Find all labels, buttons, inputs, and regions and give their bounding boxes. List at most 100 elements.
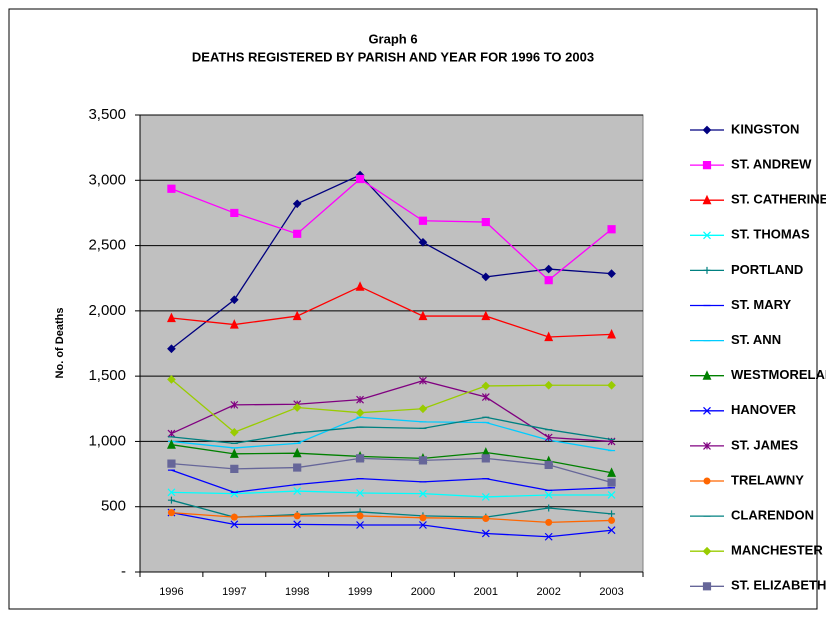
- y-tick-label: 1,500: [88, 367, 126, 384]
- legend-label: ST. ANDREW: [731, 157, 812, 172]
- legend-label: HANOVER: [731, 402, 797, 417]
- point: [544, 331, 554, 342]
- point: [607, 269, 616, 278]
- point: [481, 217, 490, 227]
- point: [292, 403, 302, 412]
- legend-label: KINGSTON: [731, 121, 799, 136]
- y-tick-label: 3,500: [88, 106, 126, 123]
- point: [229, 427, 239, 437]
- legend-label: PORTLAND: [731, 262, 803, 277]
- point: [355, 281, 365, 291]
- y-tick-label: 2,500: [88, 237, 126, 254]
- point: [229, 319, 239, 329]
- legend-marker: [702, 582, 712, 591]
- legend-label: ST. ANN: [731, 332, 781, 347]
- point: [167, 375, 176, 384]
- point: [293, 520, 302, 529]
- point: [481, 454, 490, 463]
- legend-marker: [703, 266, 711, 274]
- point: [545, 518, 553, 526]
- point: [167, 509, 175, 517]
- point: [607, 491, 616, 499]
- point: [544, 433, 553, 442]
- y-tick-label: 2,000: [88, 302, 126, 319]
- point: [419, 489, 427, 498]
- x-tick-label: 2003: [599, 586, 623, 598]
- point: [229, 295, 239, 305]
- series-line: [171, 511, 612, 524]
- x-tick-label: 1998: [285, 586, 309, 598]
- point: [418, 237, 428, 247]
- series-line: [171, 444, 612, 474]
- legend-marker: [702, 370, 712, 380]
- legend-label: ST. ELIZABETH: [731, 578, 826, 593]
- legend-marker: [703, 441, 711, 450]
- series-line: [171, 380, 612, 443]
- point: [419, 521, 427, 529]
- point: [545, 504, 553, 512]
- plot-area: [139, 114, 644, 573]
- chart-title: Graph 6: [368, 31, 417, 46]
- legend-label: MANCHESTER: [731, 543, 823, 558]
- y-tick-label: 3,000: [88, 171, 126, 188]
- point: [230, 520, 239, 529]
- point: [355, 174, 365, 184]
- point: [293, 463, 302, 472]
- point: [481, 492, 490, 501]
- legend-marker: [703, 477, 711, 485]
- point: [544, 460, 553, 470]
- point: [608, 516, 616, 524]
- point: [481, 272, 491, 282]
- point: [293, 487, 302, 495]
- x-tick-label: 2000: [411, 586, 435, 598]
- legend-marker: [702, 194, 712, 205]
- legend-label: CLARENDON: [731, 508, 814, 523]
- legend-marker: [702, 161, 712, 170]
- legend-marker: [703, 231, 711, 240]
- point: [482, 514, 490, 522]
- point: [355, 408, 365, 418]
- y-axis-label: No. of Deaths: [54, 308, 66, 379]
- point: [356, 395, 364, 404]
- point: [292, 447, 302, 458]
- point: [356, 512, 364, 520]
- series-line: [171, 469, 612, 494]
- series-line: [171, 285, 612, 338]
- legend-marker: [702, 125, 712, 135]
- y-tick-label: -: [121, 563, 126, 580]
- point: [607, 478, 616, 487]
- point: [230, 400, 239, 409]
- x-tick-label: 1997: [222, 586, 246, 598]
- series-line: [171, 416, 612, 452]
- series-line: [171, 178, 612, 282]
- series-line: [171, 378, 612, 434]
- series-line: [171, 511, 612, 538]
- point: [544, 264, 554, 274]
- legend-marker: [702, 546, 712, 556]
- point: [418, 404, 428, 414]
- point: [230, 513, 238, 521]
- point: [356, 521, 364, 529]
- series-line: [171, 490, 612, 498]
- legend-label: ST. THOMAS: [731, 227, 810, 242]
- point: [607, 467, 617, 477]
- legend-marker: [703, 406, 711, 415]
- point: [167, 459, 176, 468]
- x-tick-label: 1999: [348, 586, 372, 598]
- point: [230, 208, 239, 218]
- x-tick-label: 1996: [159, 586, 183, 598]
- point: [166, 312, 176, 323]
- point: [544, 491, 553, 499]
- point: [292, 199, 302, 209]
- series-line: [171, 457, 612, 484]
- point: [544, 276, 553, 285]
- point: [544, 532, 553, 541]
- point: [167, 496, 175, 504]
- point: [481, 393, 490, 401]
- point: [167, 184, 176, 193]
- point: [419, 514, 427, 522]
- series-line: [171, 416, 612, 445]
- point: [167, 488, 176, 497]
- x-tick-label: 2002: [536, 586, 560, 598]
